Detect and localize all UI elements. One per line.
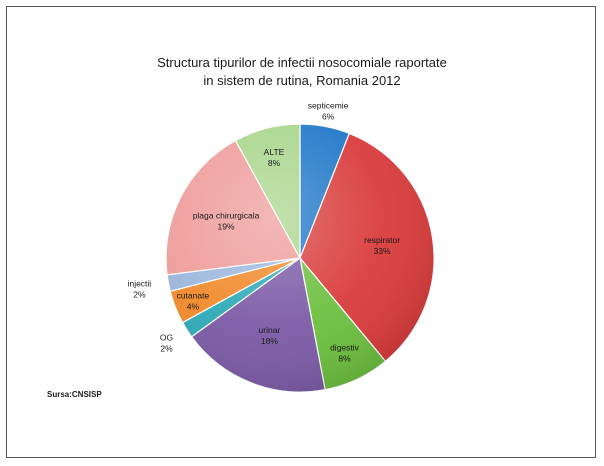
slice-name: OG (160, 333, 173, 343)
slice-percent: 19% (217, 221, 234, 231)
slice-percent: 6% (322, 112, 335, 122)
slice-percent: 33% (374, 246, 391, 256)
chart-title-line-2: in sistem de rutina, Romania 2012 (203, 73, 401, 88)
slice-name: septicemie (308, 101, 349, 111)
chart-title: Structura tipurilor de infectii nosocomi… (0, 54, 604, 90)
slice-percent: 4% (187, 301, 200, 311)
slice-name: injectii (128, 279, 152, 289)
chart-title-line-1: Structura tipurilor de infectii nosocomi… (157, 55, 447, 70)
slice-name: digestiv (330, 343, 360, 353)
slice-name: plaga chirurgicala (193, 210, 260, 220)
pie-slices (165, 123, 435, 393)
pie-labels: septicemie6%respirator33%digestiv8%urina… (128, 101, 401, 364)
slice-percent: 2% (133, 290, 146, 300)
source-note: Sursa:CNSISP (47, 390, 102, 399)
slice-label-og: OG2% (160, 333, 173, 354)
slice-percent: 8% (338, 354, 351, 364)
slice-percent: 18% (261, 336, 278, 346)
slice-name: cutanate (177, 290, 210, 300)
slice-name: respirator (364, 235, 400, 245)
slice-percent: 8% (268, 158, 281, 168)
slice-percent: 2% (160, 344, 173, 354)
slice-name: urinar (259, 325, 281, 335)
slice-name: ALTE (264, 147, 285, 157)
